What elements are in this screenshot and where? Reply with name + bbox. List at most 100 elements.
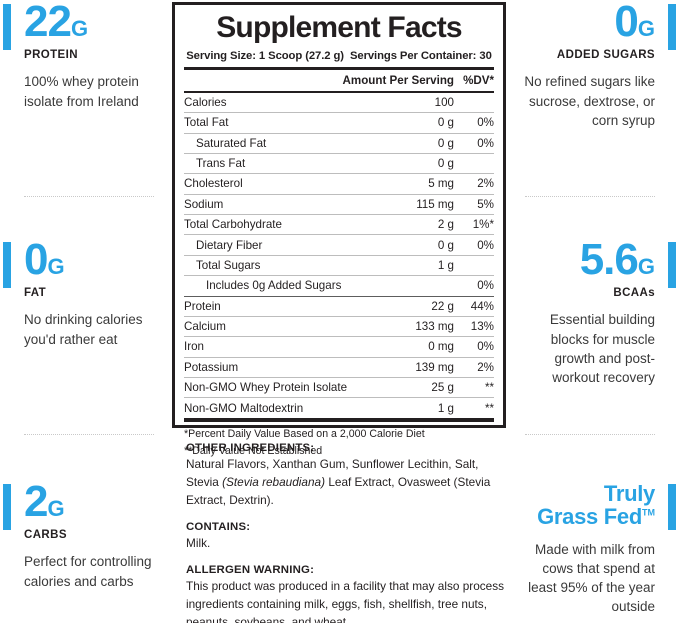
feature-bcaas-desc: Essential building blocks for muscle gro…	[549, 312, 655, 385]
nutrient-amount: 115 mg	[402, 193, 454, 215]
nutrient-daily-value: 0%	[454, 275, 494, 297]
nutrient-name: Non-GMO Whey Protein Isolate	[184, 377, 403, 398]
other-ingredients-block: OTHER INGREDIENTS: Natural Flavors, Xant…	[186, 442, 504, 623]
table-row: Potassium 139 mg 2%	[184, 356, 494, 378]
feature-fat-desc: No drinking calories you'd rather eat	[24, 312, 143, 347]
nutrient-amount: 0 g	[402, 152, 454, 174]
feature-carbs-unit: G	[47, 496, 65, 521]
nutrient-daily-value: 0%	[454, 112, 494, 134]
divider-right-2	[525, 434, 655, 435]
feature-grass-fed-desc: Made with milk from cows that spend at l…	[528, 541, 655, 615]
feature-bcaas-label: BCAAs	[613, 287, 655, 300]
table-row: Non-GMO Whey Protein Isolate 25 g **	[184, 377, 494, 398]
table-row: Dietary Fiber 0 g 0%	[184, 234, 494, 256]
nutrient-daily-value: 44%	[454, 295, 494, 317]
feature-fat-unit: G	[47, 254, 65, 279]
table-row: Calories 100	[184, 93, 494, 113]
table-row: Protein 22 g 44%	[184, 295, 494, 317]
nutrient-daily-value: 0%	[454, 336, 494, 358]
feature-bcaas: 5.6G BCAAs Essential building blocks for…	[509, 235, 679, 387]
feature-protein-unit: G	[70, 16, 89, 41]
feature-carbs-desc: Perfect for controlling calories and car…	[24, 554, 152, 589]
nutrition-rows-body: Calories 100 Total Fat 0 g 0% Saturated Fat 0 …	[184, 93, 494, 418]
contains-heading: CONTAINS:	[186, 520, 251, 533]
serving-size: Serving Size: 1 Scoop (27.2 g)	[186, 49, 344, 62]
other-ingredients-heading: OTHER INGREDIENTS:	[186, 442, 315, 454]
footnote-not-established: **Daily Value Not Established	[184, 444, 323, 457]
table-row: Iron 0 mg 0%	[184, 336, 494, 358]
feature-protein-value: 22G	[24, 0, 89, 46]
servings-per-container: Servings Per Container: 30	[349, 49, 492, 62]
table-row: Saturated Fat 0 g 0%	[184, 132, 494, 154]
nutrient-name: Protein	[184, 295, 403, 317]
nutrient-daily-value: **	[454, 397, 494, 418]
allergen-warning-body: This product was produced in a facility …	[186, 578, 505, 623]
feature-added-sugars: 0G ADDED SUGARS No refined sugars like s…	[509, 0, 679, 130]
divider-left-1	[24, 196, 154, 197]
table-row: Calcium 133 mg 13%	[184, 315, 494, 337]
feature-protein: 22G PROTEIN 100% whey protein isolate fr…	[0, 0, 170, 111]
nutrient-name: Total Sugars	[184, 254, 403, 276]
footnote-daily-value: *Percent Daily Value Based on a 2,000 Ca…	[184, 427, 425, 440]
nutrient-amount: 0 g	[402, 234, 454, 256]
panel-title: Supplement Facts	[216, 11, 462, 44]
feature-carbs-label: CARBS	[24, 529, 67, 542]
feature-fat-value: 0G	[24, 235, 65, 284]
table-row: Non-GMO Maltodextrin 1 g **	[184, 397, 494, 418]
nutrient-daily-value: **	[454, 377, 494, 398]
feature-fat-label: FAT	[24, 287, 47, 300]
feature-bcaas-unit: G	[637, 254, 655, 279]
nutrient-amount: 100	[434, 95, 454, 109]
header-percent-dv: %DV*	[463, 73, 494, 87]
nutrient-name: Potassium	[184, 356, 403, 378]
feature-bcaas-value: 5.6G	[579, 235, 655, 284]
accent-bar-bcaas	[668, 242, 676, 288]
feature-fat: 0G FAT No drinking calories you'd rather…	[0, 235, 170, 349]
other-ingredients-body: Natural Flavors, Xanthan Gum, Sunflower …	[186, 456, 504, 510]
table-header-row: Amount Per Serving %DV*	[184, 70, 494, 91]
nutrient-amount	[402, 275, 454, 297]
feature-added-sugars-unit: G	[637, 16, 655, 41]
table-row: Total Fat 0 g 0%	[184, 112, 494, 134]
ingredients-text-post: Leaf Extract, Ovasweet (Stevia Extract, …	[186, 474, 491, 507]
nutrient-name: Total Carbohydrate	[184, 214, 403, 235]
accent-bar-added-sugars	[668, 4, 676, 50]
nutrient-name: Sodium	[184, 193, 403, 215]
nutrition-table: Amount Per Serving %DV*	[184, 70, 494, 91]
nutrient-name: Total Fat	[184, 112, 403, 134]
nutrient-daily-value: 1%*	[454, 214, 494, 235]
nutrient-amount: 0 mg	[402, 336, 454, 358]
nutrient-name: Trans Fat	[184, 152, 403, 174]
nutrient-amount: 5 mg	[402, 173, 454, 195]
brand-line-1: Truly	[603, 481, 655, 506]
accent-bar-fat	[3, 242, 11, 288]
feature-carbs: 2G CARBS Perfect for controlling calorie…	[0, 477, 170, 591]
feature-added-sugars-label: ADDED SUGARS	[556, 49, 655, 62]
feature-carbs-value: 2G	[24, 477, 65, 526]
left-feature-column: 22G PROTEIN 100% whey protein isolate fr…	[0, 0, 170, 623]
panel-footnotes: *Percent Daily Value Based on a 2,000 Ca…	[184, 422, 494, 460]
divider-right-1	[525, 196, 655, 197]
table-row: Total Sugars 1 g	[184, 254, 494, 276]
accent-bar-protein	[3, 4, 11, 50]
nutrient-amount: 139 mg	[402, 356, 454, 378]
right-feature-column: 0G ADDED SUGARS No refined sugars like s…	[509, 0, 679, 623]
nutrient-amount: 22 g	[402, 295, 454, 317]
panel-rule-header	[184, 90, 494, 93]
feature-truly-grass-fed: Truly Grass FedTM Made with milk from co…	[509, 482, 679, 616]
panel-serving-info: Serving Size: 1 Scoop (27.2 g) Servings P…	[184, 50, 494, 62]
nutrient-name: Includes 0g Added Sugars	[184, 275, 403, 297]
ingredients-text-pre: Natural Flavors, Xanthan Gum, Sunflower …	[186, 457, 479, 489]
nutrient-amount: 2 g	[402, 214, 454, 235]
panel-rule-top	[184, 66, 494, 70]
header-amount-per-serving: Amount Per Serving	[342, 73, 454, 87]
nutrient-daily-value: 0%	[454, 234, 494, 256]
feature-added-sugars-value: 0G	[614, 0, 655, 46]
nutrient-name: Saturated Fat	[184, 132, 403, 154]
nutrient-name: Iron	[184, 336, 403, 358]
nutrient-amount: 1 g	[402, 254, 454, 276]
feature-protein-desc: 100% whey protein isolate from Ireland	[24, 74, 139, 109]
accent-bar-grass-fed	[668, 484, 676, 530]
table-row: Cholesterol 5 mg 2%	[184, 173, 494, 195]
